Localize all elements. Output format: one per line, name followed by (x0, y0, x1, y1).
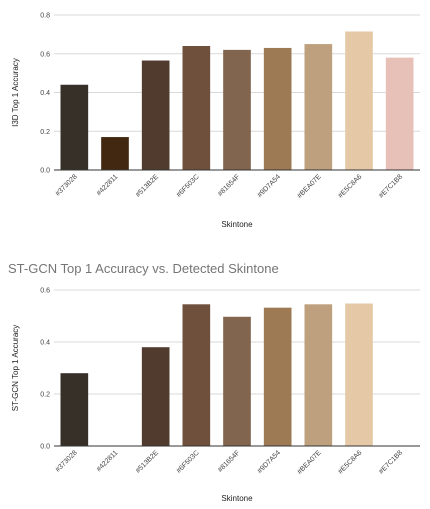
x-tick-label: #E7C1B8 (378, 173, 404, 199)
i3d-accuracy-chart: 0.0 0.2 0.4 0.6 0.8 #373028 #422811 #513B2E #6F5… (11, 13, 420, 229)
x-tick-label: #373028 (55, 449, 79, 473)
x-tick-label: #6F503C (175, 449, 200, 474)
bar (263, 307, 292, 446)
y-tick-label: 0.4 (40, 340, 50, 347)
y-tick-label: 0.0 (40, 168, 50, 175)
x-tick-label: #BEA07E (296, 173, 323, 200)
x-tick-label: #513B2E (135, 173, 161, 199)
bar (263, 47, 292, 170)
x-tick-label: #422811 (96, 449, 120, 473)
x-tick-label: #422811 (96, 173, 120, 197)
y-tick-label: 0.8 (40, 13, 50, 20)
x-tick-label: #6F503C (175, 173, 200, 198)
bar (101, 137, 129, 170)
x-axis-label: Skintone (221, 220, 253, 229)
x-tick-label: #513B2E (135, 449, 161, 475)
x-tick-label: #E5C8A6 (337, 449, 363, 475)
y-tick-label: 0.2 (40, 392, 50, 399)
x-axis-label: Skintone (221, 494, 253, 503)
x-tick-label: #373028 (55, 173, 79, 197)
bar (385, 57, 414, 170)
x-tick-label: #81654F (217, 173, 241, 197)
bar (141, 347, 170, 446)
y-axis-label: I3D Top 1 Accuracy (11, 58, 20, 127)
bar (60, 84, 89, 170)
chart-title: ST-GCN Top 1 Accuracy vs. Detected Skint… (8, 261, 279, 276)
x-tick-label: #9D7A54 (256, 173, 282, 199)
y-tick-label: 0.4 (40, 90, 50, 97)
x-tick-label: #E7C1B8 (378, 449, 404, 475)
y-tick-label: 0.6 (40, 288, 50, 295)
bar (182, 304, 211, 446)
y-axis-label: ST-GCN Top 1 Accuracy (11, 325, 20, 412)
x-tick-label: #BEA07E (296, 449, 323, 476)
bar (182, 46, 211, 170)
x-tick-label: #81654F (217, 449, 241, 473)
y-tick-label: 0.2 (40, 129, 50, 136)
bar (345, 31, 373, 170)
stgcn-accuracy-chart: ST-GCN Top 1 Accuracy vs. Detected Skint… (8, 261, 420, 503)
bar (223, 316, 251, 446)
bar (141, 60, 170, 170)
y-tick-label: 0.6 (40, 51, 50, 58)
x-tick-label: #E5C8A6 (337, 173, 363, 199)
bar (345, 303, 373, 446)
bar (223, 49, 251, 170)
bar (60, 373, 89, 446)
x-tick-label: #9D7A54 (256, 449, 282, 475)
bar (304, 44, 333, 170)
y-tick-label: 0.0 (40, 444, 50, 451)
bar (304, 304, 333, 446)
